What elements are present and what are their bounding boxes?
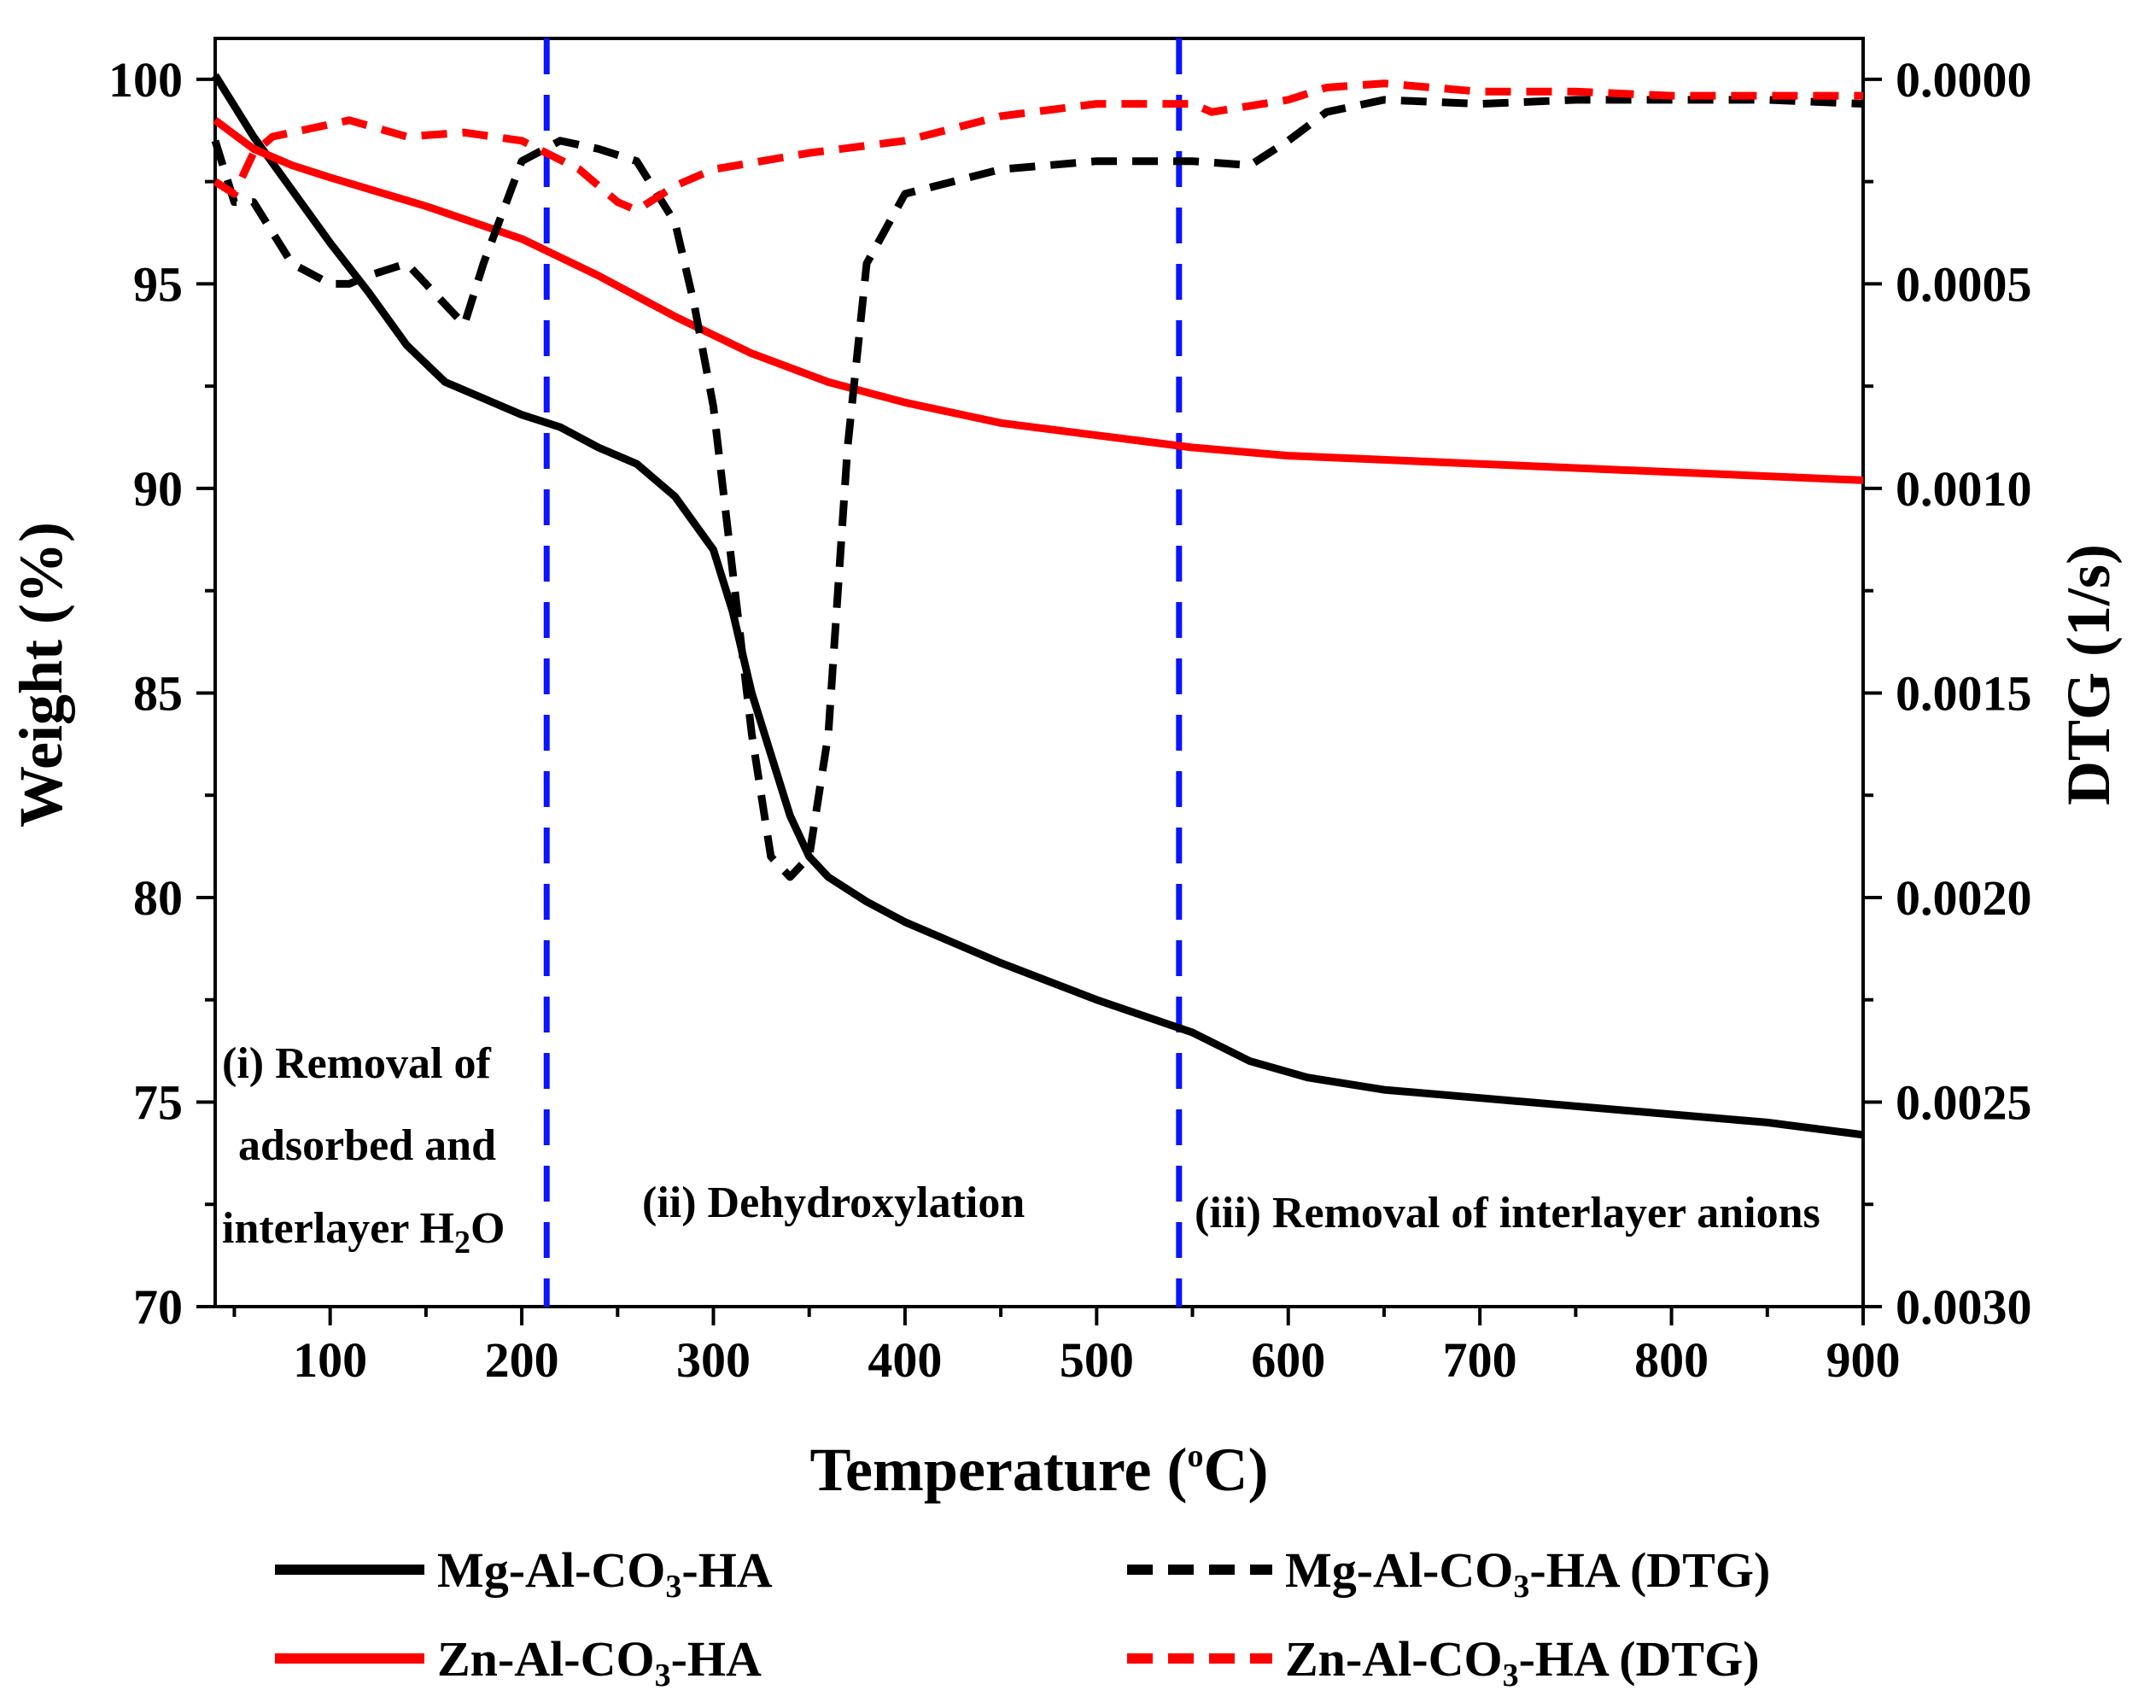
x-tick-label-600: 600	[1251, 1332, 1325, 1388]
x-tick-label-700: 700	[1443, 1332, 1517, 1388]
legend-label-zn-al-dtg-text: Zn-Al-CO	[1285, 1631, 1503, 1687]
x-tick-label-200: 200	[485, 1332, 559, 1388]
annotation-region-2: (ii) Dehydroxylation	[642, 1179, 1025, 1227]
x-tick-label-900: 900	[1826, 1332, 1901, 1388]
y2-tick-label-2: 0.0010	[1896, 461, 2032, 517]
axis-ticks: 100 200 300 400 500 600 700 800 900 70 75 80 85 90 95 1…	[108, 52, 2032, 1388]
x-tick-label-100: 100	[293, 1332, 367, 1388]
y2-tick-label-4: 0.0020	[1896, 870, 2032, 926]
legend-label-zn-al-end: -HA	[671, 1631, 762, 1687]
y-tick-label-85: 85	[133, 665, 183, 721]
x-axis-title: Temperature (oC)	[810, 1436, 1269, 1504]
y2-tick-label-3: 0.0015	[1896, 665, 2032, 721]
annotation-region-1-line-1: (i) Removal of	[222, 1039, 491, 1088]
legend-label-zn-al-dtg-subscript: 3	[1503, 1658, 1519, 1693]
legend-label-zn-al-subscript: 3	[655, 1658, 671, 1693]
x-axis-title-end: C)	[1203, 1436, 1268, 1504]
annotation-region-1-line-3-end: O	[470, 1204, 505, 1253]
annotation-region-1-line-3: interlayer H2O	[222, 1204, 505, 1261]
series-mg-al-dtg	[211, 96, 1864, 881]
region-divider-lines	[543, 38, 1183, 1307]
data-series	[211, 73, 1864, 1139]
x-tick-label-400: 400	[868, 1332, 942, 1388]
y-tick-label-100: 100	[108, 52, 183, 108]
annotation-region-3: (iii) Removal of interlayer anions	[1195, 1189, 1820, 1237]
annotation-region-1-line-2: adsorbed and	[238, 1121, 496, 1170]
y-tick-label-80: 80	[133, 870, 183, 926]
legend: Mg-Al-CO3-HA Zn-Al-CO3-HA Mg-Al-CO3-HA (…	[275, 1542, 1770, 1693]
y-tick-label-70: 70	[133, 1279, 183, 1335]
legend-label-mg-al-dtg-end: -HA (DTG)	[1529, 1542, 1770, 1598]
legend-label-mg-al-subscript: 3	[665, 1569, 681, 1605]
y2-tick-label-1: 0.0005	[1896, 256, 2032, 312]
y-tick-label-90: 90	[133, 461, 183, 517]
plot-area-frame	[213, 37, 1865, 1308]
legend-label-zn-al-dtg: Zn-Al-CO3-HA (DTG)	[1285, 1631, 1760, 1693]
x-axis-title-main: Temperature (	[810, 1436, 1188, 1504]
legend-label-zn-al-dtg-end: -HA (DTG)	[1519, 1631, 1760, 1687]
x-tick-label-500: 500	[1060, 1332, 1134, 1388]
x-axis-title-superscript: o	[1187, 1438, 1203, 1474]
y2-tick-label-6: 0.0030	[1896, 1279, 2032, 1335]
x-tick-label-800: 800	[1634, 1332, 1709, 1388]
legend-label-zn-al: Zn-Al-CO3-HA	[437, 1631, 762, 1693]
legend-label-zn-al-text: Zn-Al-CO	[437, 1631, 655, 1687]
series-zn-al-weight	[213, 117, 1864, 484]
legend-label-mg-al-end: -HA	[681, 1542, 772, 1598]
legend-label-mg-al-dtg: Mg-Al-CO3-HA (DTG)	[1285, 1542, 1770, 1605]
legend-label-mg-al-dtg-text: Mg-Al-CO	[1285, 1542, 1513, 1598]
legend-label-mg-al: Mg-Al-CO3-HA	[437, 1542, 773, 1605]
y2-tick-label-5: 0.0025	[1896, 1074, 2032, 1130]
y2-axis-title: DTG (1/s)	[2054, 544, 2123, 805]
series-mg-al-weight	[212, 73, 1864, 1139]
y-tick-label-75: 75	[133, 1074, 183, 1130]
y-axis-title: Weight (%)	[7, 522, 75, 828]
x-tick-label-300: 300	[676, 1332, 751, 1388]
y-tick-label-95: 95	[133, 256, 183, 312]
legend-label-mg-al-text: Mg-Al-CO	[437, 1542, 665, 1598]
annotation-region-1-line-3-text: interlayer H	[222, 1204, 454, 1253]
annotation-region-1-line-3-subscript: 2	[454, 1225, 470, 1261]
series-zn-al-dtg	[213, 79, 1863, 214]
legend-label-mg-al-dtg-subscript: 3	[1513, 1569, 1529, 1605]
y2-tick-label-0: 0.0000	[1896, 52, 2032, 108]
